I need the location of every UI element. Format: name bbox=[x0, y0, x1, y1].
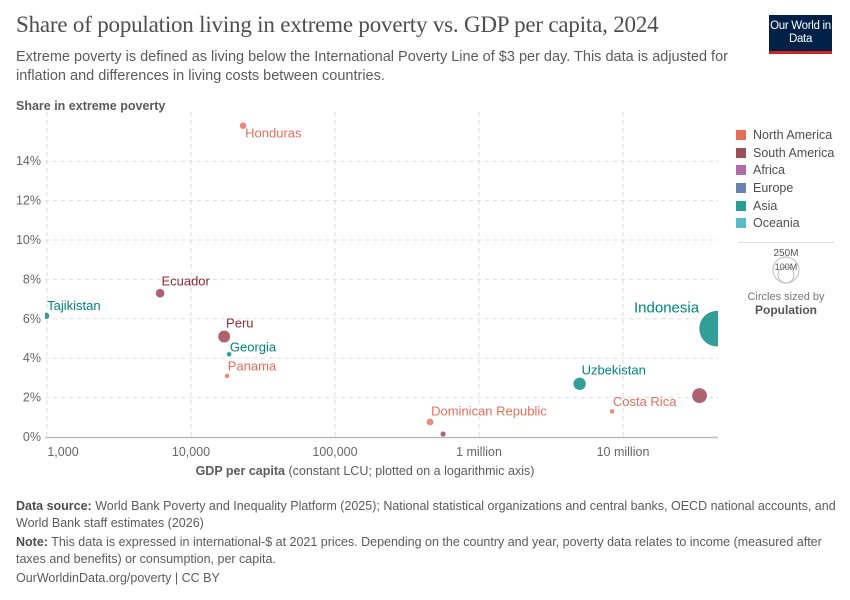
size-legend-large: 250M bbox=[773, 248, 798, 259]
y-tick-label: 8% bbox=[23, 272, 41, 286]
data-point[interactable] bbox=[426, 418, 434, 426]
note-label: Note: bbox=[16, 535, 48, 549]
legend-label: Oceania bbox=[753, 216, 800, 231]
legend-item-africa[interactable]: Africa bbox=[736, 161, 834, 179]
chart-subtitle: Extreme poverty is defined as living bel… bbox=[16, 49, 728, 84]
legend-label: Asia bbox=[753, 198, 778, 213]
swatch-icon bbox=[736, 218, 746, 229]
size-legend-circles-icon: 250M 100M bbox=[772, 248, 800, 284]
data-source: Data source: World Bank Poverty and Ineq… bbox=[16, 498, 836, 531]
y-tick-label: 10% bbox=[16, 233, 41, 247]
x-tick-label: 1,000 bbox=[47, 445, 78, 459]
data-point-label: Dominican Republic bbox=[431, 403, 547, 418]
x-axis-label-bold: GDP per capita bbox=[195, 464, 285, 478]
y-tick-label: 4% bbox=[23, 351, 41, 365]
data-point-label: Indonesia bbox=[634, 300, 700, 317]
swatch-icon bbox=[736, 147, 746, 158]
size-legend-small: 100M bbox=[775, 262, 798, 272]
legend-label: Africa bbox=[753, 163, 785, 178]
note: Note: This data is expressed in internat… bbox=[16, 534, 836, 567]
source-text: World Bank Poverty and Inequality Platfo… bbox=[16, 499, 836, 530]
y-tick-label: 6% bbox=[23, 312, 41, 326]
legend-divider bbox=[738, 242, 834, 243]
data-point-label: Costa Rica bbox=[613, 394, 677, 409]
legend-label: South America bbox=[753, 145, 835, 160]
y-tick-label: 0% bbox=[23, 430, 41, 444]
y-axis-label: Share in extreme poverty bbox=[16, 99, 166, 113]
swatch-icon bbox=[736, 182, 746, 193]
size-legend-variable: Population bbox=[755, 303, 817, 317]
size-legend-caption: Circles sized by bbox=[747, 291, 825, 303]
source-label: Data source: bbox=[16, 499, 92, 513]
footer-url[interactable]: OurWorldinData.org/poverty | CC BY bbox=[16, 571, 220, 585]
gridlines bbox=[45, 112, 718, 439]
footer: Data source: World Bank Poverty and Ineq… bbox=[16, 498, 836, 590]
data-point[interactable] bbox=[691, 387, 708, 404]
legend: North America South America Africa Europ… bbox=[736, 126, 834, 232]
data-point[interactable] bbox=[698, 310, 735, 347]
x-tick-label: 100,000 bbox=[312, 445, 357, 459]
data-point-label: Panama bbox=[228, 358, 277, 373]
owid-logo[interactable]: Our World in Data bbox=[769, 15, 832, 54]
size-legend: 250M 100M Circles sized by Population bbox=[738, 246, 834, 317]
data-point[interactable] bbox=[155, 288, 165, 298]
data-point-label: Tajikistan bbox=[47, 298, 100, 313]
legend-item-oceania[interactable]: Oceania bbox=[736, 214, 834, 232]
data-point[interactable] bbox=[572, 377, 587, 391]
legend-item-north-america[interactable]: North America bbox=[736, 126, 834, 144]
swatch-icon bbox=[736, 165, 746, 176]
axis-ticks: 0% 2% 4% 6% 8% 10% 12% 14% 1,000 10,000 100,000 1 m… bbox=[16, 154, 649, 459]
legend-label: Europe bbox=[753, 180, 794, 195]
data-point[interactable] bbox=[224, 373, 230, 379]
data-point-label: Honduras bbox=[245, 126, 302, 141]
data-point[interactable] bbox=[43, 312, 50, 320]
legend-item-europe[interactable]: Europe bbox=[736, 179, 834, 197]
y-tick-label: 2% bbox=[23, 391, 41, 405]
data-point[interactable] bbox=[440, 430, 447, 437]
data-point[interactable] bbox=[609, 408, 615, 415]
x-axis-label-rest: (constant LCU; plotted on a logarithmic … bbox=[288, 464, 535, 478]
x-tick-label: 10,000 bbox=[172, 445, 210, 459]
y-tick-label: 14% bbox=[16, 154, 41, 168]
swatch-icon bbox=[736, 129, 746, 140]
x-tick-label: 1 million bbox=[456, 445, 502, 459]
data-point-label: Peru bbox=[226, 315, 253, 330]
data-points: Honduras Ecuador Tajikistan Peru Georgia Pana… bbox=[43, 121, 735, 437]
data-point-label: Ecuador bbox=[161, 274, 210, 289]
data-point-label: Uzbekistan bbox=[582, 362, 646, 377]
chart-title: Share of population living in extreme po… bbox=[16, 12, 659, 37]
x-axis-label: GDP per capita (constant LCU; plotted on… bbox=[0, 464, 730, 478]
data-point[interactable] bbox=[217, 330, 231, 344]
y-tick-label: 12% bbox=[16, 194, 41, 208]
note-text: This data is expressed in international-… bbox=[16, 535, 822, 566]
legend-item-asia[interactable]: Asia bbox=[736, 197, 834, 215]
x-tick-label: 10 million bbox=[597, 445, 650, 459]
swatch-icon bbox=[736, 200, 746, 211]
data-point[interactable] bbox=[226, 351, 232, 358]
data-point[interactable] bbox=[239, 121, 247, 130]
legend-label: North America bbox=[753, 127, 833, 142]
legend-item-south-america[interactable]: South America bbox=[736, 144, 834, 162]
data-point-label: Georgia bbox=[230, 339, 277, 354]
